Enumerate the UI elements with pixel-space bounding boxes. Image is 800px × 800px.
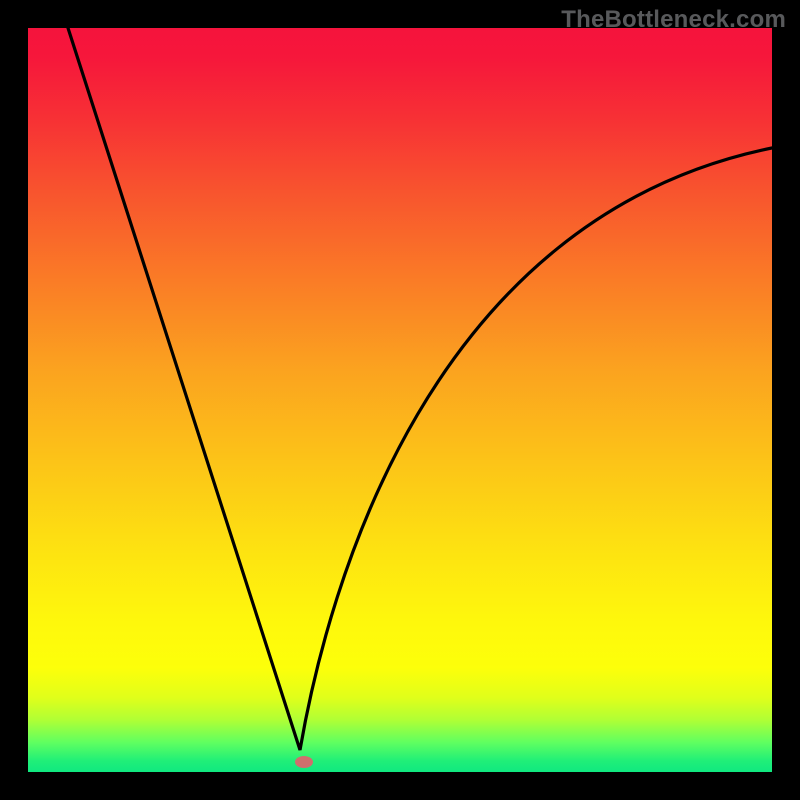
bottleneck-curve-chart <box>0 0 800 800</box>
optimum-marker <box>295 756 313 768</box>
plot-background <box>28 28 772 772</box>
watermark-text: TheBottleneck.com <box>561 6 786 34</box>
chart-root: TheBottleneck.com <box>0 0 800 800</box>
